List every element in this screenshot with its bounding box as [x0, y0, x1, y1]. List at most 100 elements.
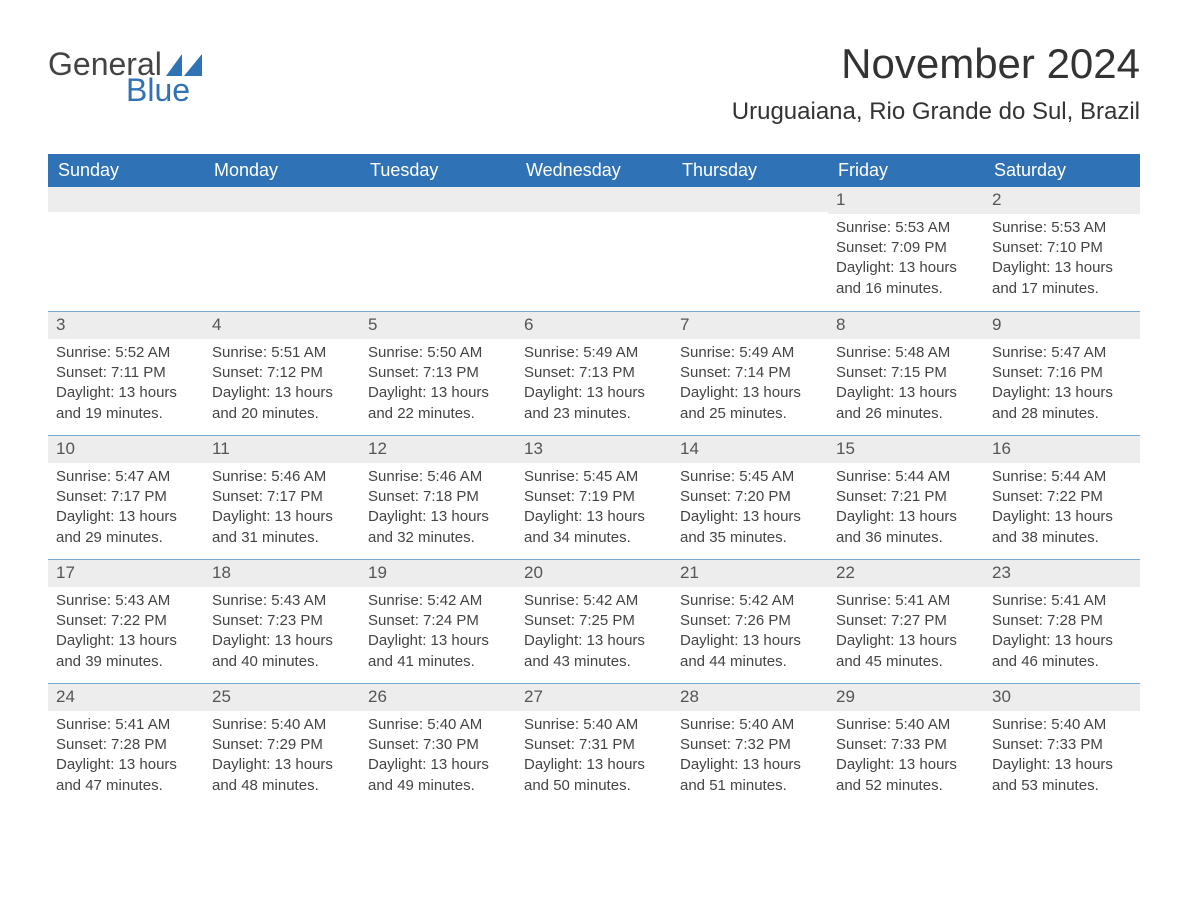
daylight-line: Daylight: 13 hours and 16 minutes. — [836, 258, 976, 299]
sunrise-line: Sunrise: 5:53 AM — [836, 218, 976, 238]
calendar-week: 10Sunrise: 5:47 AMSunset: 7:17 PMDayligh… — [48, 435, 1140, 559]
daylight-line: Daylight: 13 hours and 44 minutes. — [680, 631, 820, 672]
day-number: 3 — [48, 312, 204, 339]
sunrise-line: Sunrise: 5:40 AM — [212, 715, 352, 735]
day-number: 26 — [360, 684, 516, 711]
calendar-cell: 13Sunrise: 5:45 AMSunset: 7:19 PMDayligh… — [516, 436, 672, 559]
day-details: Sunrise: 5:41 AMSunset: 7:27 PMDaylight:… — [828, 587, 984, 682]
daylight-line: Daylight: 13 hours and 48 minutes. — [212, 755, 352, 796]
day-details: Sunrise: 5:43 AMSunset: 7:23 PMDaylight:… — [204, 587, 360, 682]
location-subtitle: Uruguaiana, Rio Grande do Sul, Brazil — [732, 98, 1140, 126]
sunset-line: Sunset: 7:26 PM — [680, 611, 820, 631]
sunrise-line: Sunrise: 5:45 AM — [524, 467, 664, 487]
sunrise-line: Sunrise: 5:46 AM — [368, 467, 508, 487]
sunrise-line: Sunrise: 5:40 AM — [680, 715, 820, 735]
day-details: Sunrise: 5:49 AMSunset: 7:14 PMDaylight:… — [672, 339, 828, 434]
calendar-cell: 24Sunrise: 5:41 AMSunset: 7:28 PMDayligh… — [48, 684, 204, 807]
day-number: 13 — [516, 436, 672, 463]
sunrise-line: Sunrise: 5:41 AM — [836, 591, 976, 611]
calendar-cell: 21Sunrise: 5:42 AMSunset: 7:26 PMDayligh… — [672, 560, 828, 683]
sunrise-line: Sunrise: 5:44 AM — [836, 467, 976, 487]
calendar-cell: 19Sunrise: 5:42 AMSunset: 7:24 PMDayligh… — [360, 560, 516, 683]
sunset-line: Sunset: 7:29 PM — [212, 735, 352, 755]
sunset-line: Sunset: 7:12 PM — [212, 363, 352, 383]
daylight-line: Daylight: 13 hours and 26 minutes. — [836, 383, 976, 424]
sunrise-line: Sunrise: 5:42 AM — [524, 591, 664, 611]
day-details: Sunrise: 5:53 AMSunset: 7:10 PMDaylight:… — [984, 214, 1140, 309]
sunrise-line: Sunrise: 5:41 AM — [56, 715, 196, 735]
sunset-line: Sunset: 7:21 PM — [836, 487, 976, 507]
calendar-cell — [48, 187, 204, 311]
calendar-cell — [672, 187, 828, 311]
sunset-line: Sunset: 7:33 PM — [992, 735, 1132, 755]
day-number: 23 — [984, 560, 1140, 587]
calendar-cell: 18Sunrise: 5:43 AMSunset: 7:23 PMDayligh… — [204, 560, 360, 683]
day-number: 22 — [828, 560, 984, 587]
calendar-cell: 10Sunrise: 5:47 AMSunset: 7:17 PMDayligh… — [48, 436, 204, 559]
day-details: Sunrise: 5:51 AMSunset: 7:12 PMDaylight:… — [204, 339, 360, 434]
brand-logo: General Blue — [48, 40, 202, 106]
sunset-line: Sunset: 7:22 PM — [992, 487, 1132, 507]
calendar-week: 17Sunrise: 5:43 AMSunset: 7:22 PMDayligh… — [48, 559, 1140, 683]
daylight-line: Daylight: 13 hours and 39 minutes. — [56, 631, 196, 672]
sunset-line: Sunset: 7:30 PM — [368, 735, 508, 755]
day-number: 2 — [984, 187, 1140, 214]
daylight-line: Daylight: 13 hours and 17 minutes. — [992, 258, 1132, 299]
calendar-cell: 22Sunrise: 5:41 AMSunset: 7:27 PMDayligh… — [828, 560, 984, 683]
sunrise-line: Sunrise: 5:52 AM — [56, 343, 196, 363]
weekday-header: Wednesday — [516, 154, 672, 187]
sunrise-line: Sunrise: 5:48 AM — [836, 343, 976, 363]
day-details: Sunrise: 5:42 AMSunset: 7:25 PMDaylight:… — [516, 587, 672, 682]
sunset-line: Sunset: 7:18 PM — [368, 487, 508, 507]
day-details: Sunrise: 5:50 AMSunset: 7:13 PMDaylight:… — [360, 339, 516, 434]
weekday-header-row: SundayMondayTuesdayWednesdayThursdayFrid… — [48, 154, 1140, 187]
day-number: 17 — [48, 560, 204, 587]
sunset-line: Sunset: 7:19 PM — [524, 487, 664, 507]
day-details: Sunrise: 5:47 AMSunset: 7:16 PMDaylight:… — [984, 339, 1140, 434]
calendar-cell: 7Sunrise: 5:49 AMSunset: 7:14 PMDaylight… — [672, 312, 828, 435]
day-details: Sunrise: 5:44 AMSunset: 7:22 PMDaylight:… — [984, 463, 1140, 558]
day-details: Sunrise: 5:47 AMSunset: 7:17 PMDaylight:… — [48, 463, 204, 558]
day-details: Sunrise: 5:40 AMSunset: 7:31 PMDaylight:… — [516, 711, 672, 806]
daylight-line: Daylight: 13 hours and 29 minutes. — [56, 507, 196, 548]
sunset-line: Sunset: 7:16 PM — [992, 363, 1132, 383]
calendar-cell: 9Sunrise: 5:47 AMSunset: 7:16 PMDaylight… — [984, 312, 1140, 435]
day-number: 11 — [204, 436, 360, 463]
daylight-line: Daylight: 13 hours and 38 minutes. — [992, 507, 1132, 548]
day-details: Sunrise: 5:42 AMSunset: 7:24 PMDaylight:… — [360, 587, 516, 682]
sunrise-line: Sunrise: 5:46 AM — [212, 467, 352, 487]
daylight-line: Daylight: 13 hours and 25 minutes. — [680, 383, 820, 424]
day-number: 5 — [360, 312, 516, 339]
daylight-line: Daylight: 13 hours and 36 minutes. — [836, 507, 976, 548]
day-details: Sunrise: 5:46 AMSunset: 7:18 PMDaylight:… — [360, 463, 516, 558]
sunset-line: Sunset: 7:09 PM — [836, 238, 976, 258]
weekday-header: Friday — [828, 154, 984, 187]
sunrise-line: Sunrise: 5:47 AM — [56, 467, 196, 487]
sunrise-line: Sunrise: 5:40 AM — [992, 715, 1132, 735]
sunset-line: Sunset: 7:31 PM — [524, 735, 664, 755]
day-number: 7 — [672, 312, 828, 339]
sunrise-line: Sunrise: 5:43 AM — [56, 591, 196, 611]
sunrise-line: Sunrise: 5:51 AM — [212, 343, 352, 363]
daylight-line: Daylight: 13 hours and 40 minutes. — [212, 631, 352, 672]
calendar-cell: 12Sunrise: 5:46 AMSunset: 7:18 PMDayligh… — [360, 436, 516, 559]
daylight-line: Daylight: 13 hours and 53 minutes. — [992, 755, 1132, 796]
day-details: Sunrise: 5:41 AMSunset: 7:28 PMDaylight:… — [48, 711, 204, 806]
daylight-line: Daylight: 13 hours and 19 minutes. — [56, 383, 196, 424]
daylight-line: Daylight: 13 hours and 52 minutes. — [836, 755, 976, 796]
day-number: 20 — [516, 560, 672, 587]
day-details: Sunrise: 5:40 AMSunset: 7:30 PMDaylight:… — [360, 711, 516, 806]
sunrise-line: Sunrise: 5:50 AM — [368, 343, 508, 363]
day-details: Sunrise: 5:40 AMSunset: 7:33 PMDaylight:… — [828, 711, 984, 806]
day-number: 29 — [828, 684, 984, 711]
calendar-cell: 30Sunrise: 5:40 AMSunset: 7:33 PMDayligh… — [984, 684, 1140, 807]
calendar-cell: 1Sunrise: 5:53 AMSunset: 7:09 PMDaylight… — [828, 187, 984, 311]
calendar-cell: 3Sunrise: 5:52 AMSunset: 7:11 PMDaylight… — [48, 312, 204, 435]
day-details: Sunrise: 5:45 AMSunset: 7:20 PMDaylight:… — [672, 463, 828, 558]
calendar-week: 1Sunrise: 5:53 AMSunset: 7:09 PMDaylight… — [48, 187, 1140, 311]
sunset-line: Sunset: 7:28 PM — [992, 611, 1132, 631]
daylight-line: Daylight: 13 hours and 31 minutes. — [212, 507, 352, 548]
calendar-cell: 16Sunrise: 5:44 AMSunset: 7:22 PMDayligh… — [984, 436, 1140, 559]
day-number: 21 — [672, 560, 828, 587]
day-number — [360, 187, 516, 212]
